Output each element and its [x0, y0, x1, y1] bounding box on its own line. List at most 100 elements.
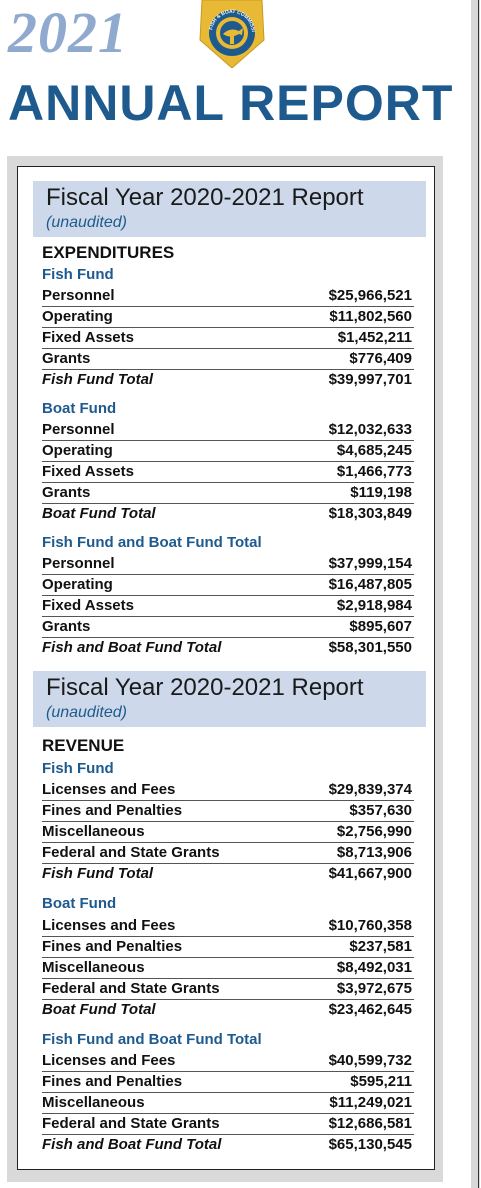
row-label: Fish Fund Total [42, 371, 154, 388]
row-label: Licenses and Fees [42, 917, 176, 934]
row-label: Federal and State Grants [42, 980, 220, 997]
table-row: Fixed Assets $1,466,773 [42, 462, 414, 483]
table-row: Federal and State Grants $8,713,906 [42, 843, 414, 864]
table-row: Licenses and Fees $40,599,732 [42, 1051, 414, 1072]
row-label: Fines and Penalties [42, 1073, 183, 1090]
row-value: $119,198 [350, 484, 412, 501]
table-row: Grants $119,198 [42, 483, 414, 504]
row-value: $40,599,732 [328, 1052, 412, 1069]
total-row: Boat Fund Total $18,303,849 [42, 504, 414, 525]
row-value: $357,630 [349, 802, 412, 819]
row-value: $29,839,374 [328, 781, 412, 798]
row-label: Personnel [42, 555, 115, 572]
row-value: $11,802,560 [329, 308, 412, 325]
table-row: Federal and State Grants $12,686,581 [42, 1114, 414, 1135]
commission-badge-icon: FISH & BOAT COMMISSION [192, 0, 265, 68]
row-value: $8,492,031 [336, 959, 412, 976]
table-row: Fines and Penalties $595,211 [42, 1072, 414, 1093]
row-label: Miscellaneous [42, 959, 145, 976]
row-value: $18,303,849 [328, 505, 412, 522]
report-banner-expenditures: Fiscal Year 2020-2021 Report (unaudited) [33, 181, 426, 237]
row-value: $16,487,805 [328, 576, 412, 593]
table-row: Fines and Penalties $357,630 [42, 801, 414, 822]
row-value: $1,452,211 [337, 329, 412, 346]
table-row: Operating $11,802,560 [42, 307, 414, 328]
row-value: $776,409 [349, 350, 412, 367]
row-label: Operating [42, 442, 113, 459]
page-edge-line [478, 0, 479, 1188]
table-row: Miscellaneous $8,492,031 [42, 958, 414, 979]
row-label: Operating [42, 308, 113, 325]
row-value: $1,466,773 [336, 463, 412, 480]
row-label: Fines and Penalties [42, 802, 183, 819]
row-label: Federal and State Grants [42, 844, 220, 861]
row-value: $8,713,906 [336, 844, 412, 861]
row-value: $25,966,521 [328, 287, 412, 304]
row-value: $2,756,990 [336, 823, 412, 840]
section-heading-expenditures: EXPENDITURES [42, 243, 175, 262]
report-title: Fiscal Year 2020-2021 Report [46, 674, 364, 701]
table-row: Operating $4,685,245 [42, 441, 414, 462]
report-panel [17, 166, 435, 1170]
row-label: Licenses and Fees [42, 781, 176, 798]
row-label: Boat Fund Total [42, 1001, 156, 1018]
report-subtitle: (unaudited) [46, 214, 127, 231]
page-title: ANNUAL REPORT [8, 75, 454, 131]
table-row: Miscellaneous $2,756,990 [42, 822, 414, 843]
total-row: Boat Fund Total $23,462,645 [42, 1000, 414, 1021]
group-heading: Boat Fund [42, 400, 117, 417]
row-label: Fish Fund Total [42, 865, 154, 882]
row-label: Fish and Boat Fund Total [42, 639, 222, 656]
row-label: Federal and State Grants [42, 1115, 220, 1132]
total-row: Fish and Boat Fund Total $65,130,545 [42, 1135, 414, 1156]
row-label: Fixed Assets [42, 597, 134, 614]
row-value: $237,581 [349, 938, 412, 955]
table-row: Personnel $12,032,633 [42, 420, 414, 441]
row-value: $39,997,701 [328, 371, 412, 388]
table-row: Miscellaneous $11,249,021 [42, 1093, 414, 1114]
row-label: Miscellaneous [42, 1094, 145, 1111]
row-label: Fines and Penalties [42, 938, 183, 955]
row-label: Fixed Assets [42, 329, 134, 346]
section-heading-revenue: REVENUE [42, 736, 125, 755]
row-label: Fish and Boat Fund Total [42, 1136, 222, 1153]
row-value: $58,301,550 [328, 639, 412, 656]
row-value: $11,249,021 [329, 1094, 412, 1111]
row-label: Miscellaneous [42, 823, 145, 840]
row-value: $12,686,581 [328, 1115, 412, 1132]
group-heading: Fish Fund [42, 760, 114, 777]
report-title: Fiscal Year 2020-2021 Report [46, 184, 364, 211]
table-row: Operating $16,487,805 [42, 575, 414, 596]
total-row: Fish Fund Total $39,997,701 [42, 370, 414, 391]
row-value: $12,032,633 [328, 421, 412, 438]
row-label: Grants [42, 618, 91, 635]
row-label: Licenses and Fees [42, 1052, 176, 1069]
table-row: Fixed Assets $1,452,211 [42, 328, 414, 349]
row-value: $10,760,358 [328, 917, 412, 934]
row-label: Fixed Assets [42, 463, 134, 480]
row-label: Grants [42, 350, 91, 367]
report-year: 2021 [8, 0, 128, 65]
table-row: Personnel $37,999,154 [42, 554, 414, 575]
table-row: Grants $776,409 [42, 349, 414, 370]
row-value: $41,667,900 [328, 865, 412, 882]
table-row: Fixed Assets $2,918,984 [42, 596, 414, 617]
page-edge [471, 0, 480, 1188]
group-heading: Fish Fund and Boat Fund Total [42, 1031, 262, 1048]
group-heading: Boat Fund [42, 895, 117, 912]
row-label: Boat Fund Total [42, 505, 156, 522]
row-value: $65,130,545 [328, 1136, 412, 1153]
row-label: Grants [42, 484, 91, 501]
report-banner-revenue: Fiscal Year 2020-2021 Report (unaudited) [33, 671, 426, 727]
table-row: Licenses and Fees $29,839,374 [42, 780, 414, 801]
table-row: Federal and State Grants $3,972,675 [42, 979, 414, 1000]
table-row: Fines and Penalties $237,581 [42, 937, 414, 958]
table-row: Grants $895,607 [42, 617, 414, 638]
row-value: $4,685,245 [336, 442, 412, 459]
row-label: Operating [42, 576, 113, 593]
row-label: Personnel [42, 421, 115, 438]
row-value: $595,211 [350, 1073, 412, 1090]
total-row: Fish and Boat Fund Total $58,301,550 [42, 638, 414, 659]
row-value: $2,918,984 [336, 597, 412, 614]
group-heading: Fish Fund [42, 266, 114, 283]
